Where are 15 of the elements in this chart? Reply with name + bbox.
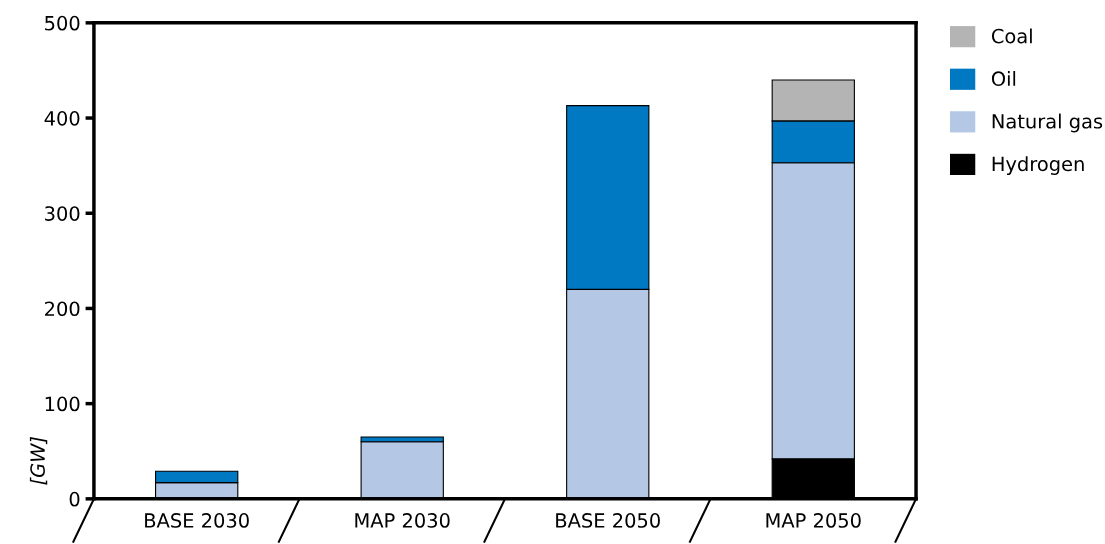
x-tick-label: BASE 2030 — [145, 513, 249, 528]
y-tick-label: 0 — [69, 491, 80, 507]
legend-label: Natural gas — [992, 113, 1103, 133]
x-tick-label: BASE 2050 — [556, 513, 660, 528]
legend-label: Coal — [991, 28, 1032, 44]
y-tick-label: 100 — [45, 396, 80, 412]
y-tick-label: 200 — [45, 301, 80, 317]
y-tick-label: 500 — [45, 15, 80, 31]
x-tick-label: MAP 2050 — [766, 513, 861, 528]
y-axis-title: [GW] — [29, 436, 48, 485]
y-tick-label: 300 — [45, 206, 80, 221]
y-tick-label: 400 — [44, 111, 80, 126]
x-tick-label: MAP 2030 — [355, 513, 450, 528]
legend-label: Hydrogen — [992, 156, 1084, 175]
legend-label: Oil — [991, 70, 1016, 87]
